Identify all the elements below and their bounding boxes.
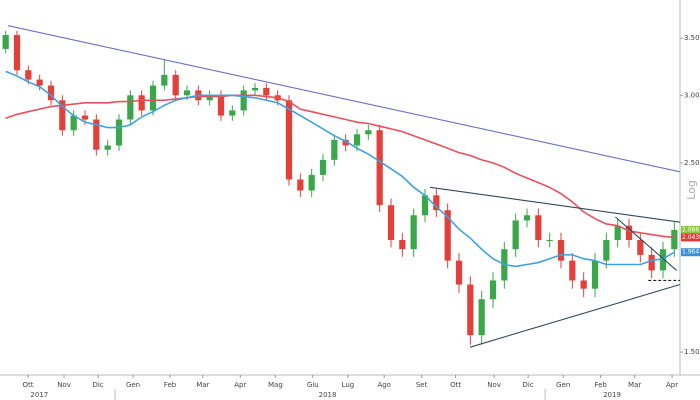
candle-body	[365, 130, 372, 135]
candle-body	[172, 74, 179, 96]
candle-body	[569, 260, 576, 281]
series-line	[5, 94, 675, 239]
candle-body	[251, 87, 259, 91]
candle-body	[59, 100, 66, 131]
candle-body	[93, 119, 100, 150]
candle-body	[81, 115, 89, 120]
y-tick-label: 3.50	[684, 34, 700, 42]
x-tick-label: Mag	[268, 381, 283, 389]
candle-body	[614, 225, 621, 240]
candle-body	[217, 95, 225, 116]
price-tag	[681, 233, 700, 242]
x-tick-label: Feb	[164, 381, 177, 389]
candle-body	[183, 90, 191, 96]
candle-body	[410, 215, 417, 250]
y-tick-label: 2.50	[684, 159, 700, 167]
candle-body	[455, 260, 463, 285]
x-tick-label: Feb	[594, 381, 607, 389]
candle-body	[149, 85, 157, 111]
price-tag-label: 2.086	[682, 226, 699, 233]
candle-body	[489, 280, 497, 300]
x-tick-label: Gen	[126, 381, 140, 389]
price-tag	[681, 225, 700, 234]
candle-body	[478, 299, 485, 336]
candle-body	[535, 215, 542, 240]
candle-body	[376, 130, 383, 206]
price-tag	[681, 248, 700, 257]
candle-body	[2, 35, 9, 49]
candle-body	[319, 159, 327, 175]
candle-body	[648, 254, 655, 271]
candle-body	[523, 215, 531, 221]
trendline	[469, 284, 681, 348]
x-tick-label: Gen	[556, 381, 570, 389]
x-tick-label: Ago	[377, 381, 391, 389]
trendline	[7, 25, 681, 173]
x-tick-label: Nov	[487, 381, 501, 389]
candle-body	[671, 229, 678, 250]
x-tick-label: Apr	[234, 381, 246, 389]
year-label: 2018	[319, 391, 337, 399]
x-tick-label: Giu	[307, 381, 319, 389]
candle-body	[591, 260, 599, 289]
candle-body	[36, 79, 43, 86]
y-tick-label: 1.50	[684, 348, 700, 356]
candle-body	[240, 90, 247, 111]
candle-body	[127, 95, 134, 120]
candle-body	[297, 179, 304, 191]
x-tick-label: Dic	[92, 381, 103, 389]
candle-body	[467, 284, 474, 336]
candle-body	[206, 95, 213, 101]
candle-body	[557, 239, 565, 261]
candle-body	[625, 225, 633, 240]
series-line	[5, 70, 675, 268]
candle-body	[104, 145, 111, 150]
candle-body	[433, 195, 440, 211]
candle-body	[659, 249, 667, 271]
x-tick-label: Ott	[22, 381, 33, 389]
candle-body	[603, 239, 610, 261]
candle-body	[421, 195, 429, 216]
candle-body	[47, 85, 55, 101]
x-tick-label: Lug	[342, 381, 355, 389]
y-tick-label: 3.00	[684, 91, 700, 99]
candle-body	[399, 239, 406, 250]
candle-body	[444, 210, 451, 261]
candle-body	[115, 119, 123, 146]
trendline	[430, 186, 681, 223]
candle-body	[285, 100, 293, 180]
candle-body	[580, 280, 587, 289]
candle-body	[13, 35, 21, 71]
candle-body	[161, 74, 168, 86]
candle-body	[353, 134, 361, 146]
x-tick-label: Set	[416, 381, 428, 389]
x-tick-label: Ott	[450, 381, 461, 389]
year-label: 2019	[603, 391, 621, 399]
x-tick-label: Apr	[666, 381, 678, 389]
candle-body	[263, 87, 270, 96]
candle-body	[70, 115, 77, 131]
price-tag-label: 2.0439	[682, 234, 700, 241]
price-tag-label: 1.964	[682, 249, 699, 256]
candle-body	[138, 95, 145, 111]
x-tick-label: Mar	[196, 381, 209, 389]
x-tick-label: Nov	[57, 381, 71, 389]
year-label: 2017	[30, 391, 48, 399]
y-axis-label: Log	[685, 180, 698, 200]
candle-body	[308, 174, 315, 191]
candle-body	[25, 70, 32, 80]
candle-body	[342, 139, 349, 146]
candle-body	[331, 139, 338, 160]
candle-body	[637, 239, 644, 255]
candle-body	[546, 239, 553, 241]
candle-body	[387, 205, 395, 240]
x-tick-label: Dic	[523, 381, 534, 389]
candle-body	[229, 110, 236, 116]
x-tick-label: Mar	[628, 381, 641, 389]
trendline	[615, 216, 677, 271]
candle-body	[512, 220, 519, 250]
